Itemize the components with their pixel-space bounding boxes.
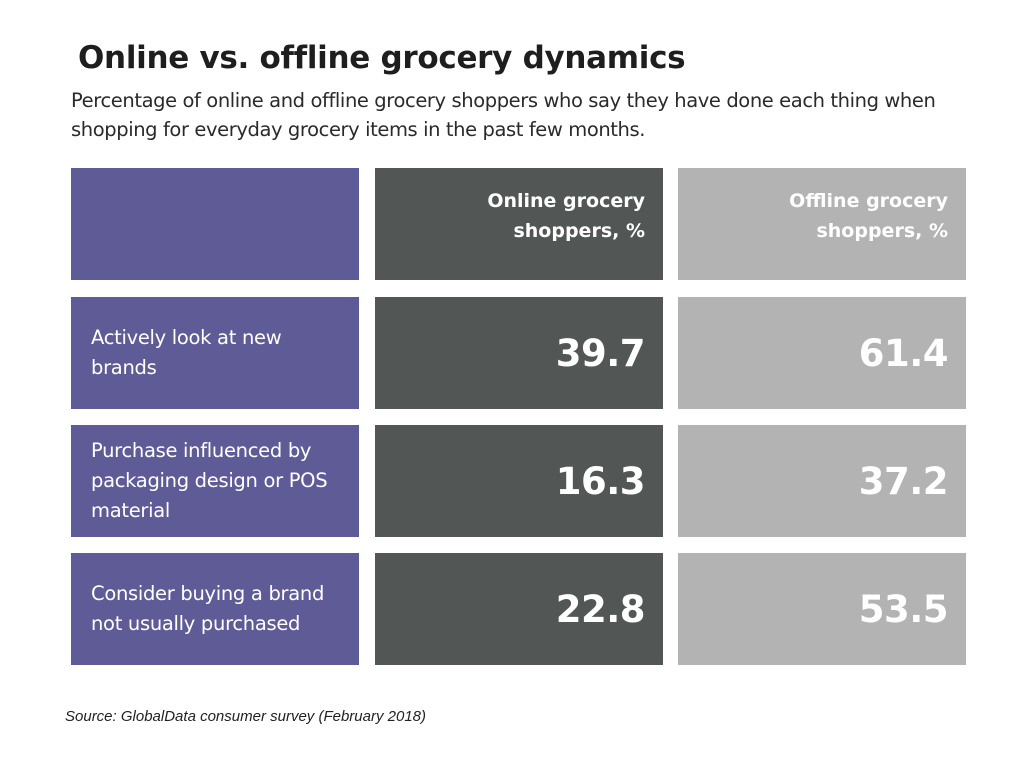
- header-empty-cell: [71, 168, 359, 280]
- source-note: Source: GlobalData consumer survey (Febr…: [65, 708, 426, 725]
- column-header-online-label: Online grocery shoppers, %: [487, 190, 645, 242]
- value-online-packaging: 16.3: [375, 425, 663, 537]
- row-label-packaging: Purchase influenced by packaging design …: [71, 425, 359, 537]
- row-label-other-brand: Consider buying a brand not usually purc…: [71, 553, 359, 665]
- column-header-online: Online grocery shoppers, %: [375, 168, 663, 280]
- value-offline-new-brands: 61.4: [678, 297, 966, 409]
- chart-title: Online vs. offline grocery dynamics: [78, 40, 686, 76]
- value-offline-packaging: 37.2: [678, 425, 966, 537]
- value-online-other-brand: 22.8: [375, 553, 663, 665]
- chart-subtitle: Percentage of online and offline grocery…: [71, 89, 936, 141]
- column-header-offline-label: Offline grocery shoppers, %: [789, 190, 948, 242]
- value-offline-other-brand: 53.5: [678, 553, 966, 665]
- row-label-new-brands: Actively look at new brands: [71, 297, 359, 409]
- value-online-new-brands: 39.7: [375, 297, 663, 409]
- column-header-offline: Offline grocery shoppers, %: [678, 168, 966, 280]
